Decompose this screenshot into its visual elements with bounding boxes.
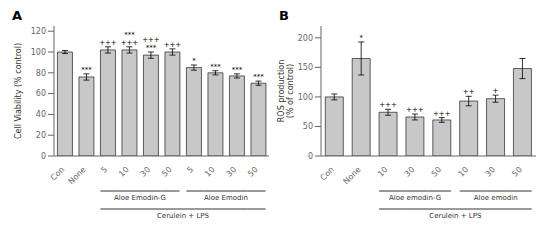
svg-text:***: *** [210,63,221,71]
svg-text:*: * [192,57,196,65]
svg-text:***: *** [81,66,92,74]
svg-text:Aloe Emodin-G: Aloe Emodin-G [114,194,166,202]
svg-text:50: 50 [160,165,174,179]
svg-text:80: 80 [36,69,46,78]
svg-text:++: ++ [463,88,475,96]
svg-text:50: 50 [510,165,524,179]
svg-text:***: *** [253,73,264,81]
svg-text:10: 10 [117,165,131,179]
svg-text:150: 150 [298,63,313,72]
svg-text:50: 50 [430,165,444,179]
svg-text:0: 0 [308,152,313,161]
svg-text:200: 200 [298,34,313,43]
svg-text:Cerulein + LPS: Cerulein + LPS [157,212,210,220]
svg-text:30: 30 [484,165,498,179]
svg-text:50: 50 [303,122,313,131]
svg-text:20: 20 [36,131,46,140]
html-text:A: A [12,8,23,23]
svg-text:100: 100 [298,93,313,102]
svg-text:+++: +++ [379,101,397,109]
svg-text:None: None [67,165,88,186]
svg-text:+++: +++ [99,39,117,47]
svg-text:0: 0 [41,152,46,161]
svg-text:ROS production(% of control): ROS production(% of control) [277,60,295,122]
svg-text:***: *** [232,66,243,74]
svg-text:50: 50 [246,165,260,179]
svg-text:+++: +++ [406,106,424,114]
svg-text:5: 5 [185,165,195,175]
svg-text:30: 30 [225,165,239,179]
svg-text:120: 120 [31,27,46,36]
svg-text:+: + [493,87,499,95]
svg-text:Con: Con [49,165,66,182]
svg-text:Con: Con [318,165,335,182]
svg-text:40: 40 [36,110,46,119]
svg-text:+++: +++ [142,36,160,44]
svg-text:Aloe emodin: Aloe emodin [474,194,518,202]
svg-text:*: * [359,34,363,42]
svg-text:10: 10 [376,165,390,179]
svg-text:10: 10 [203,165,217,179]
svg-text:30: 30 [403,165,417,179]
svg-text:Aloe emodin-G: Aloe emodin-G [389,194,441,202]
svg-text:10: 10 [457,165,471,179]
svg-text:5: 5 [99,165,109,175]
svg-text:100: 100 [31,48,46,57]
svg-text:60: 60 [36,89,46,98]
svg-text:***: *** [146,44,157,52]
svg-text:Cell Viability (% control): Cell Viability (% control) [14,43,23,139]
svg-text:+++: +++ [433,110,451,118]
svg-text:+++: +++ [121,39,139,47]
svg-text:30: 30 [139,165,153,179]
html-text:B: B [279,8,289,23]
svg-text:+++: +++ [164,41,182,49]
svg-text:***: *** [124,31,135,39]
svg-text:Cerulein + LPS: Cerulein + LPS [429,212,482,220]
svg-text:Aloe Emodin: Aloe Emodin [204,194,248,202]
svg-text:None: None [342,165,363,186]
